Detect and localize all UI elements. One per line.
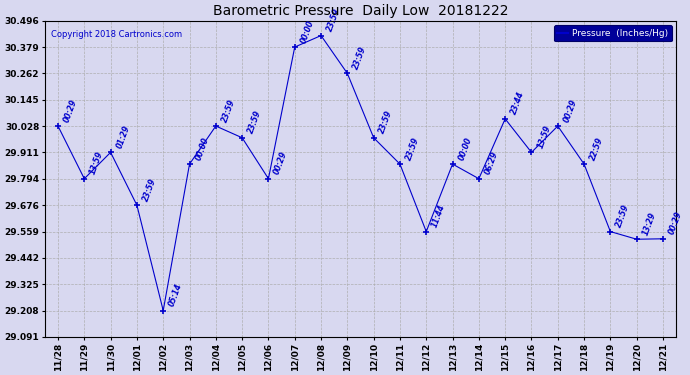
Text: 23:59: 23:59	[351, 45, 368, 70]
Text: 00:00: 00:00	[194, 136, 210, 161]
Legend: Pressure  (Inches/Hg): Pressure (Inches/Hg)	[554, 25, 671, 42]
Text: 00:29: 00:29	[667, 210, 684, 236]
Text: 00:29: 00:29	[273, 150, 289, 176]
Text: 23:59: 23:59	[378, 110, 395, 135]
Title: Barometric Pressure  Daily Low  20181222: Barometric Pressure Daily Low 20181222	[213, 4, 509, 18]
Text: 23:59: 23:59	[220, 98, 237, 123]
Text: 23:59: 23:59	[615, 203, 631, 229]
Text: 13:29: 13:29	[641, 211, 658, 237]
Text: 00:00: 00:00	[457, 136, 473, 161]
Text: 00:00: 00:00	[299, 19, 315, 44]
Text: 11:44: 11:44	[431, 203, 447, 229]
Text: 00:29: 00:29	[62, 98, 79, 123]
Text: 23:59: 23:59	[246, 110, 263, 135]
Text: 23:59: 23:59	[325, 7, 342, 33]
Text: 13:59: 13:59	[535, 124, 552, 150]
Text: 23:44: 23:44	[509, 90, 526, 116]
Text: 23:59: 23:59	[404, 136, 421, 161]
Text: 00:29: 00:29	[562, 98, 579, 123]
Text: 06:29: 06:29	[483, 150, 500, 176]
Text: Copyright 2018 Cartronics.com: Copyright 2018 Cartronics.com	[51, 30, 182, 39]
Text: 01:29: 01:29	[115, 124, 131, 150]
Text: 22:59: 22:59	[589, 136, 605, 161]
Text: 23:59: 23:59	[141, 177, 158, 203]
Text: 05:14: 05:14	[168, 282, 184, 308]
Text: 13:59: 13:59	[88, 150, 105, 176]
